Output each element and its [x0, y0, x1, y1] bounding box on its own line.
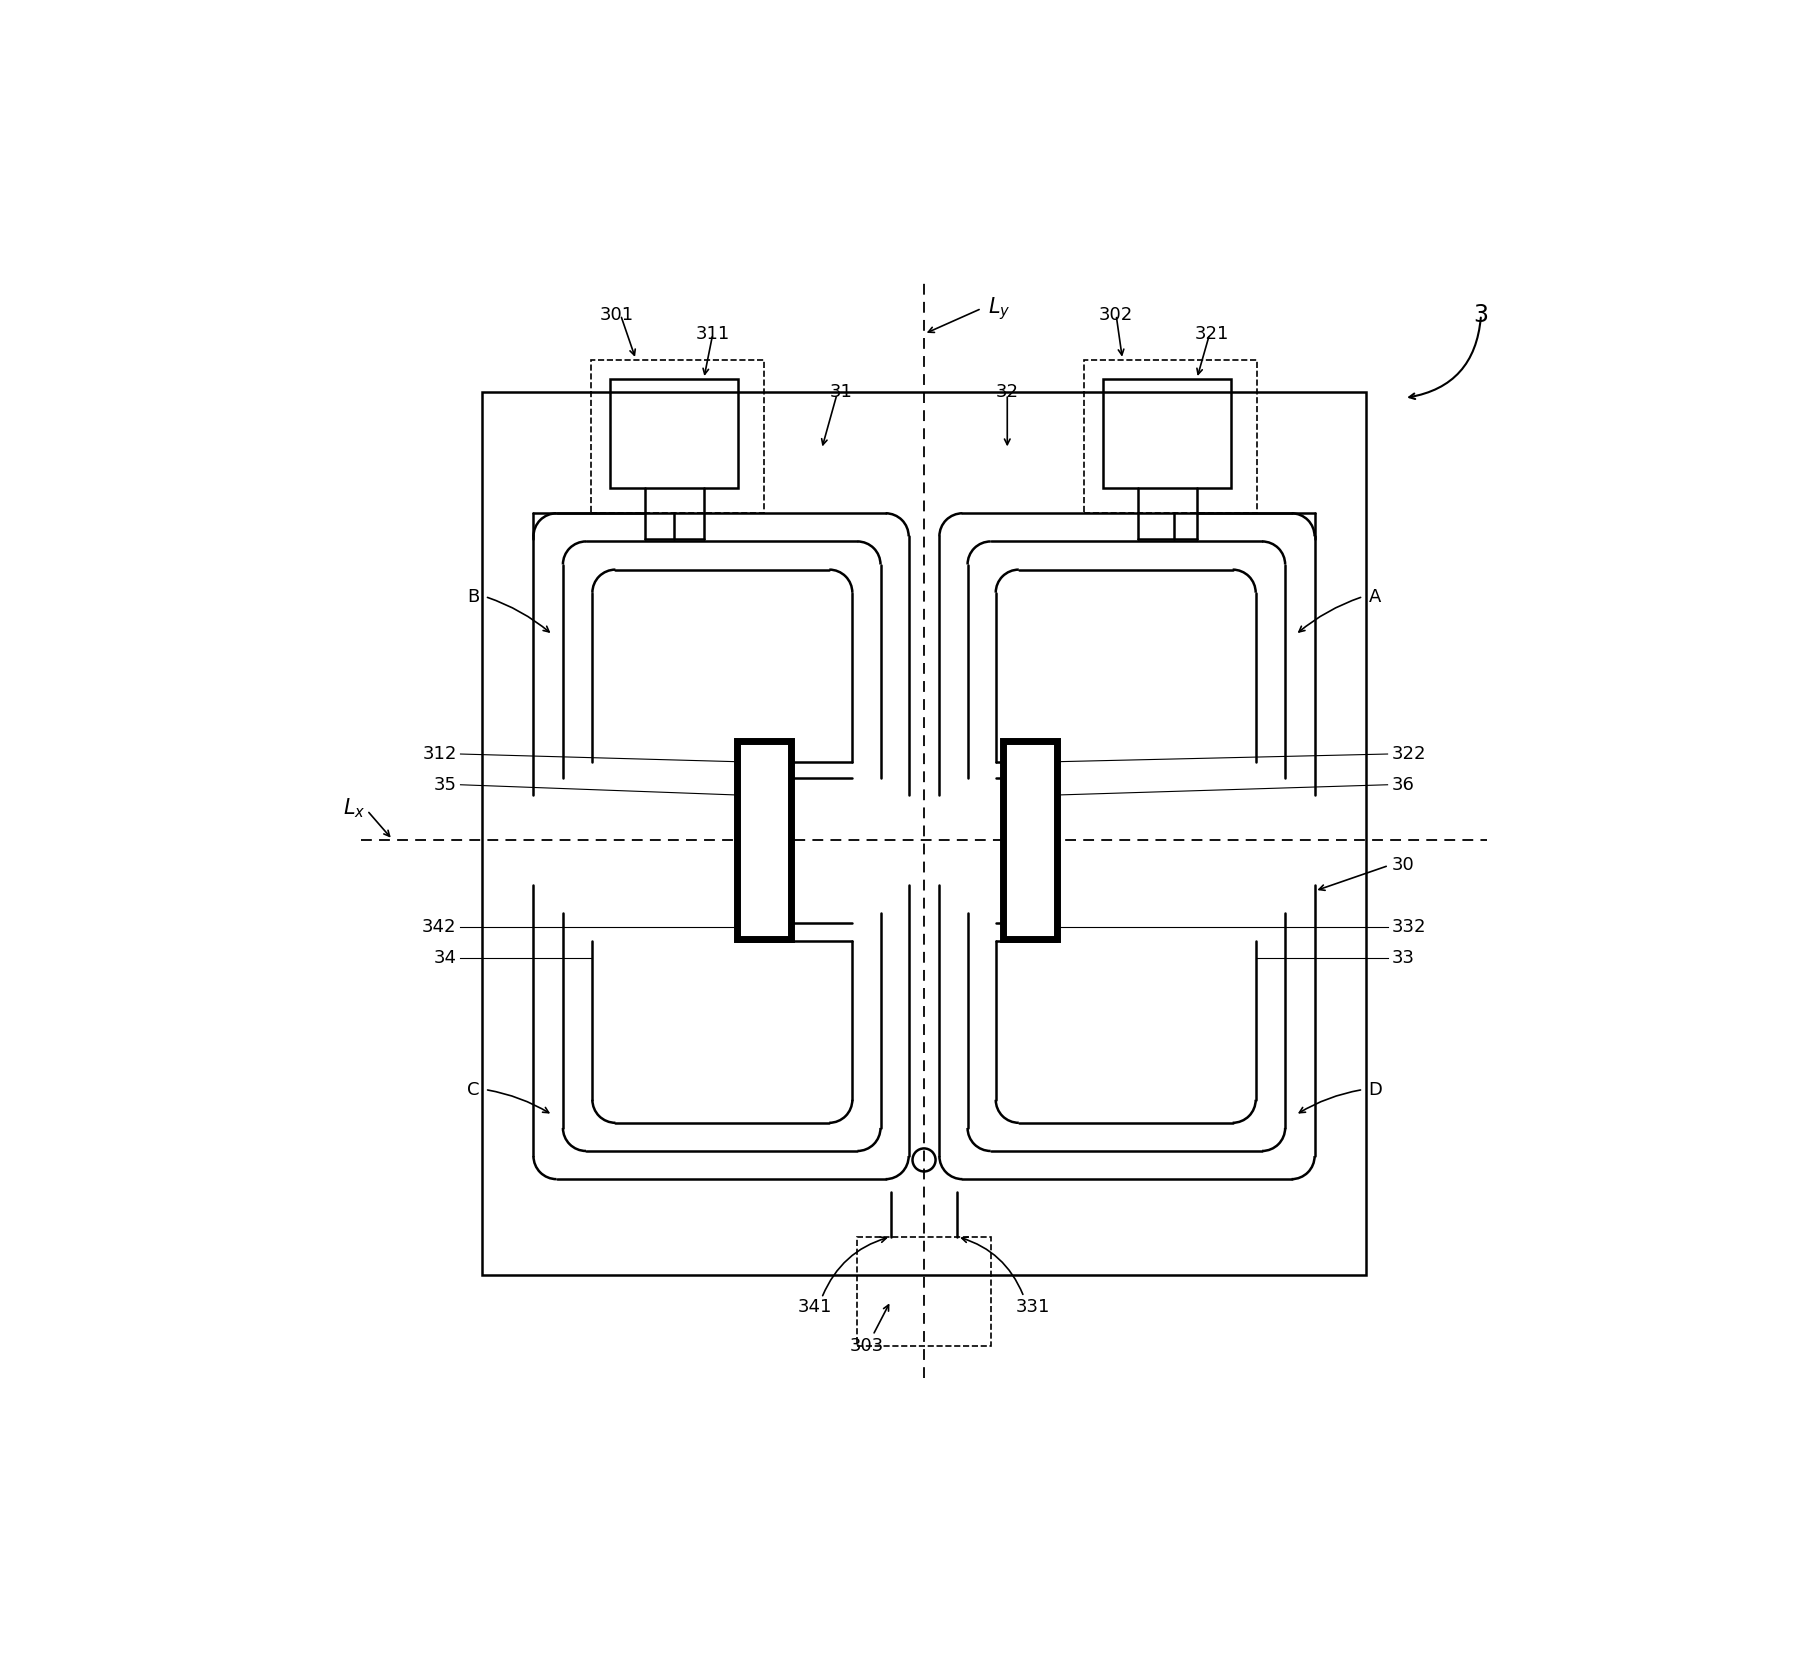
Text: B: B — [467, 587, 480, 605]
Text: D: D — [1368, 1081, 1381, 1099]
Text: 3: 3 — [1473, 303, 1489, 328]
Text: 332: 332 — [1392, 918, 1426, 936]
Text: $\mathit{L}_y$: $\mathit{L}_y$ — [988, 294, 1010, 323]
Text: A: A — [1368, 587, 1381, 605]
Text: 331: 331 — [1015, 1299, 1049, 1315]
Text: 342: 342 — [422, 918, 456, 936]
Text: 36: 36 — [1392, 775, 1414, 793]
Text: 303: 303 — [849, 1337, 883, 1355]
Bar — [1004, 740, 1057, 940]
Text: 31: 31 — [829, 382, 853, 401]
Text: 35: 35 — [435, 775, 456, 793]
Text: 32: 32 — [995, 382, 1019, 401]
Bar — [591, 359, 764, 514]
Text: 30: 30 — [1392, 856, 1414, 875]
Text: 312: 312 — [422, 745, 456, 763]
Text: 341: 341 — [799, 1299, 833, 1315]
Text: 33: 33 — [1392, 948, 1414, 966]
Text: 301: 301 — [600, 306, 635, 324]
Bar — [858, 1237, 990, 1345]
Text: 34: 34 — [435, 948, 456, 966]
Text: 302: 302 — [1100, 306, 1134, 324]
Bar — [481, 392, 1367, 1276]
Text: 311: 311 — [696, 324, 730, 343]
Bar — [609, 379, 739, 487]
Bar — [1103, 379, 1231, 487]
Bar — [1084, 359, 1257, 514]
Text: 322: 322 — [1392, 745, 1426, 763]
Text: C: C — [467, 1081, 480, 1099]
Text: $\mathit{L}_x$: $\mathit{L}_x$ — [343, 797, 366, 820]
Bar — [737, 740, 792, 940]
Text: 321: 321 — [1195, 324, 1230, 343]
